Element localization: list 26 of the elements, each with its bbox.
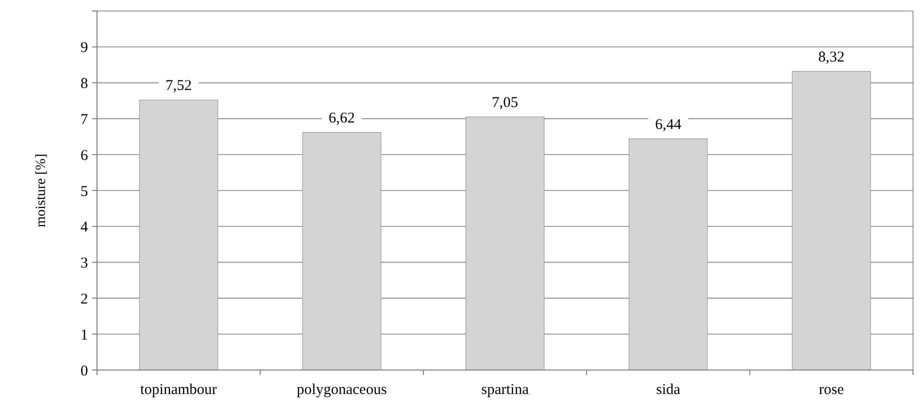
y-tick-label: 1 (80, 327, 88, 344)
y-tick-label: 8 (80, 76, 88, 92)
data-label: 8,32 (818, 49, 845, 66)
bar (792, 71, 871, 370)
x-tick-label: sida (656, 382, 681, 398)
x-tick-label: polygonaceous (296, 382, 387, 398)
bar (628, 138, 708, 370)
data-label: 7,52 (165, 78, 192, 94)
x-tick-label: spartina (481, 382, 530, 398)
x-tick-label: topinambour (140, 382, 217, 398)
y-tick-label: 4 (80, 220, 88, 236)
data-label: 6,62 (328, 110, 355, 126)
y-tick-label: 7 (80, 112, 88, 128)
x-tick-label: rose (818, 382, 844, 398)
bar (302, 132, 382, 370)
y-tick-label: 6 (80, 148, 88, 164)
y-tick-label: 9 (80, 40, 88, 56)
y-tick-label: 3 (80, 256, 88, 272)
data-label: 7,05 (492, 94, 518, 111)
y-axis-title: moisture [%] (34, 154, 49, 228)
y-tick-label: 5 (80, 184, 88, 200)
data-label: 6,44 (655, 116, 682, 133)
y-tick-label: 2 (80, 291, 88, 308)
bar (139, 100, 218, 370)
y-tick-label: 0 (80, 363, 88, 380)
bar (466, 116, 544, 370)
